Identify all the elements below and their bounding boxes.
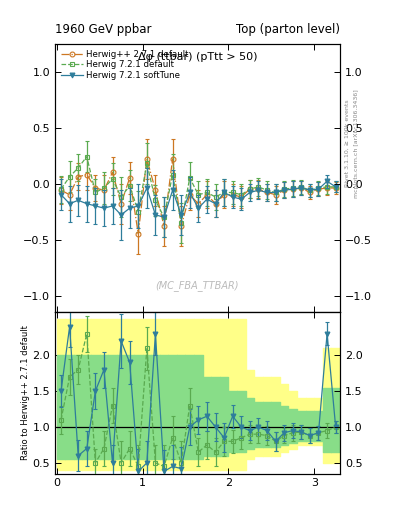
- Text: Top (parton level): Top (parton level): [236, 23, 340, 36]
- Text: (MC_FBA_TTBAR): (MC_FBA_TTBAR): [156, 280, 239, 291]
- Text: mcplots.cern.ch [arXiv:1306.3436]: mcplots.cern.ch [arXiv:1306.3436]: [354, 89, 359, 198]
- Legend: Herwig++ 2.7.1 default, Herwig 7.2.1 default, Herwig 7.2.1 softTune: Herwig++ 2.7.1 default, Herwig 7.2.1 def…: [59, 48, 190, 82]
- Text: Rivet 3.1.10, ≥ 100k events: Rivet 3.1.10, ≥ 100k events: [345, 99, 350, 187]
- Text: 1960 GeV ppbar: 1960 GeV ppbar: [55, 23, 152, 36]
- Text: Δφ (ttbar) (pTtt > 50): Δφ (ttbar) (pTtt > 50): [138, 52, 257, 61]
- Y-axis label: Ratio to Herwig++ 2.7.1 default: Ratio to Herwig++ 2.7.1 default: [20, 326, 29, 460]
